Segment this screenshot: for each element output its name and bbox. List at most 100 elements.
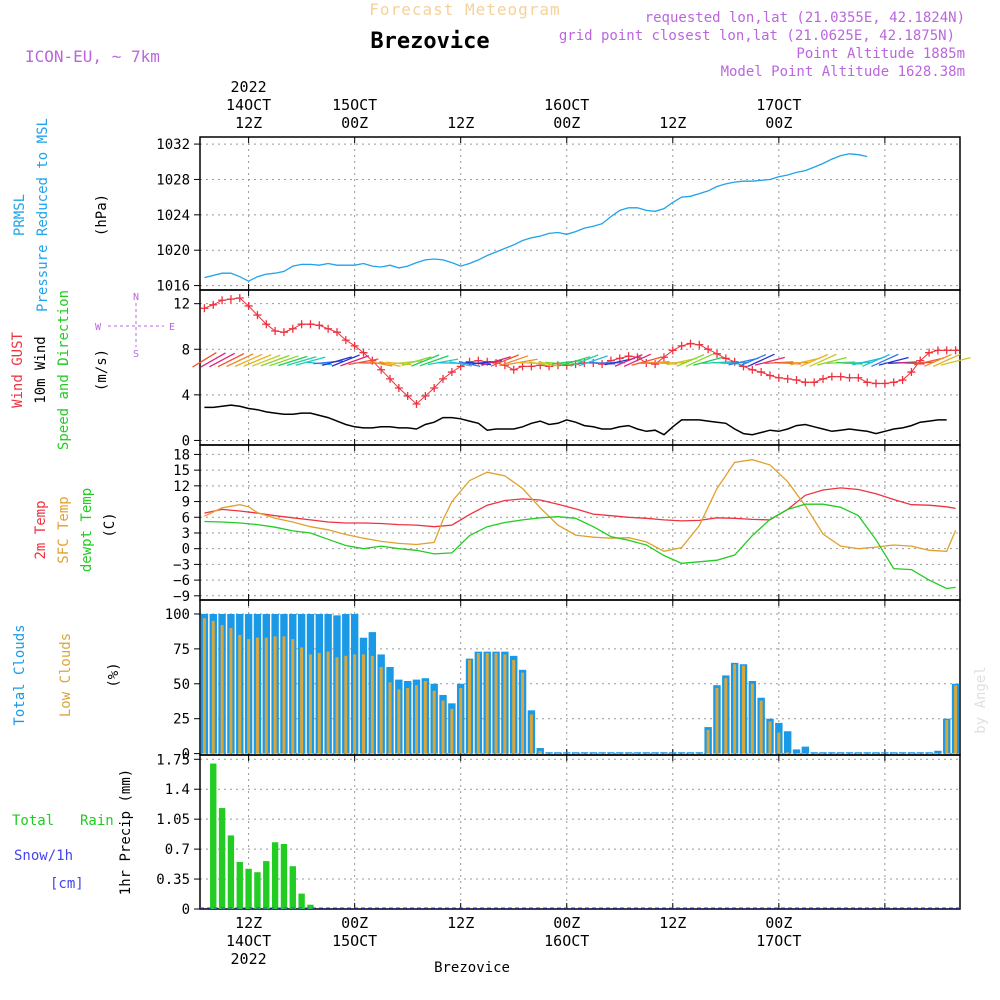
total-cloud-bar (571, 752, 580, 754)
gust-marker (235, 293, 244, 302)
wind-arrow (226, 353, 254, 368)
top-hour-label: 00Z (341, 114, 368, 132)
precip-unit: 1hr Precip (mm) (118, 769, 134, 895)
total-cloud-bar (660, 752, 668, 754)
low-cloud-bar (282, 636, 286, 754)
compass-s: S (133, 349, 139, 360)
gust-marker (279, 328, 288, 337)
cloud-ytick-label: 0 (182, 747, 190, 763)
bottom-hour-label: 12Z (447, 914, 474, 932)
rain-label: Rain (80, 813, 114, 829)
total-cloud-bar (669, 752, 677, 754)
precip-bar (271, 842, 279, 909)
temp-unit: (C) (102, 512, 118, 537)
wind-arrow (560, 356, 591, 367)
low-cloud-bar (202, 618, 206, 754)
gust-marker (359, 348, 368, 357)
wind-arrow (401, 356, 432, 367)
top-hour-label: 12Z (235, 114, 262, 132)
total-cloud-bar (934, 750, 942, 754)
gust-marker (332, 328, 341, 337)
gust-marker (598, 360, 607, 369)
wind-arrow (295, 356, 326, 366)
total-cloud-bar (598, 752, 606, 754)
gust-marker (659, 353, 668, 362)
gust-marker (262, 320, 271, 329)
temp-ytick-label: 15 (173, 463, 190, 479)
total-cloud-bar (854, 752, 863, 754)
wind-arrow (449, 361, 472, 367)
low-cloud-bar (945, 720, 949, 754)
gust-marker (721, 354, 730, 363)
low-cloud-bar (954, 685, 958, 754)
bottom-hour-label: 12Z (659, 914, 686, 932)
low-cloud-bar (512, 660, 516, 754)
total-cloud-bar (881, 752, 889, 754)
low-cloud-bar (353, 654, 357, 754)
total-cloud-bar (695, 752, 704, 754)
low-cloud-bar (529, 714, 533, 754)
wind-arrow (278, 355, 308, 367)
gust-marker (792, 376, 801, 385)
low-cloud-bar (406, 687, 410, 754)
gust-marker (315, 321, 324, 330)
gust-marker (880, 379, 889, 388)
low-cloud-bar (247, 639, 251, 754)
wind-ytick-label: 0 (182, 433, 190, 449)
low-cloud-bar (415, 685, 419, 754)
precip-frame (199, 754, 961, 910)
low-cloud-bar (759, 700, 763, 754)
total-cloud-bar (810, 752, 818, 754)
wind-arrow (862, 353, 890, 367)
total-cloud-bar (589, 752, 597, 754)
total-cloud-bar (907, 752, 916, 754)
temp2m-label: 2m Temp (33, 500, 49, 559)
gust-marker (774, 373, 783, 382)
wind-arrow (481, 356, 511, 367)
total-cloud-bar (801, 746, 810, 754)
low-cloud-bar (750, 683, 754, 754)
total-cloud-bar (890, 752, 898, 754)
wind-arrow (623, 353, 652, 368)
gust-marker (668, 346, 677, 355)
watermark: by Angel (973, 666, 989, 733)
pressure-ytick-label: 1016 (156, 279, 190, 295)
cloud-ytick-label: 75 (173, 642, 190, 658)
gust-marker (863, 378, 872, 387)
sfc-temp-line (204, 459, 957, 552)
low-cloud-bar (335, 657, 339, 754)
dew-label: dewpt Temp (79, 488, 95, 572)
wind-arrow (676, 354, 705, 367)
compass-w: W (95, 322, 102, 333)
wind-arrow (685, 353, 713, 368)
top-year-label: 2022 (231, 78, 267, 96)
precip-ytick-label: 0.35 (156, 872, 190, 888)
gust-marker (306, 320, 315, 329)
gust-marker (421, 391, 430, 400)
wind-arrow (411, 354, 440, 367)
dewpt-line (204, 503, 956, 590)
total-cloud-bar (616, 752, 624, 754)
gust-marker (386, 374, 394, 383)
wind-arrow (322, 356, 352, 366)
pressure-ytick-label: 1032 (156, 137, 190, 153)
low-cloud-bar (441, 700, 445, 754)
gust-marker (730, 357, 739, 366)
model-altitude: Model Point Altitude 1628.38m (721, 64, 965, 80)
gust-marker (297, 320, 306, 329)
low-cloud-bar (476, 653, 480, 754)
cloud-unit: (%) (106, 662, 122, 687)
wind-arrow (427, 358, 459, 366)
gust-marker (324, 324, 333, 333)
low-cloud-bar (423, 680, 427, 754)
bottom-year-label: 2022 (231, 950, 267, 968)
gust-marker (288, 324, 297, 333)
grid-coords: grid point closest lon,lat (21.0625E, 42… (559, 28, 955, 44)
low-cloud-bar (715, 687, 719, 754)
temp-ytick-label: 18 (173, 447, 190, 463)
cloud-panel: 100 75 50 25 0 (165, 599, 961, 763)
wind-arrow (340, 355, 370, 367)
low-cloud-bar (317, 653, 321, 754)
wind-arrow (209, 352, 236, 368)
